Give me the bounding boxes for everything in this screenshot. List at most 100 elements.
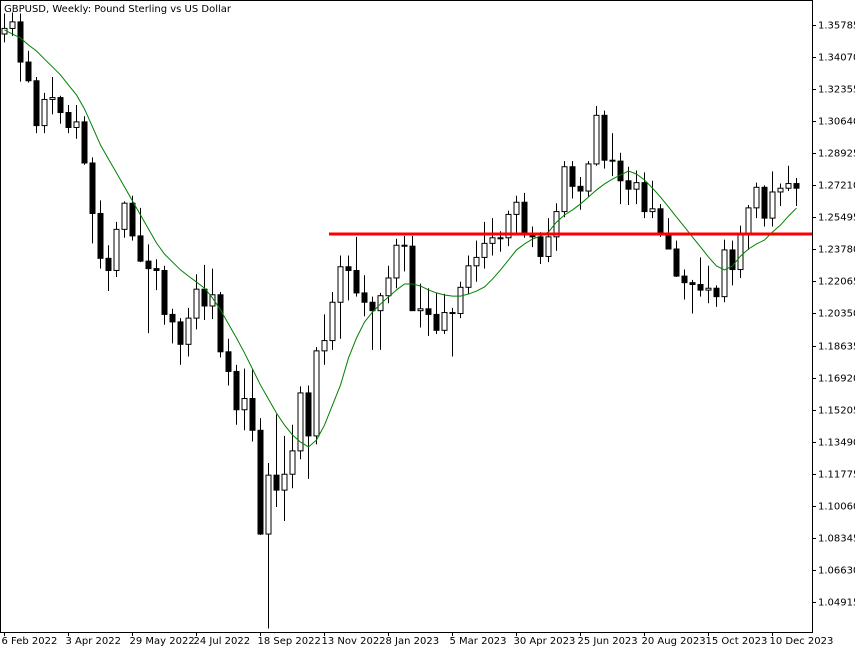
candle-body xyxy=(289,450,296,475)
y-tick-label: 1.13490 xyxy=(818,438,855,449)
candle-body xyxy=(561,166,568,213)
candle-body xyxy=(649,208,656,213)
candle-body xyxy=(697,284,704,291)
candle-body xyxy=(409,245,416,312)
candle-body xyxy=(497,237,504,240)
x-tick-label: 29 May 2022 xyxy=(130,636,195,647)
candle-body xyxy=(97,212,104,259)
candle-body xyxy=(481,242,488,258)
candle-body xyxy=(553,211,560,238)
candle-body xyxy=(209,294,216,307)
y-tick-label: 1.18635 xyxy=(818,342,855,353)
candle-body xyxy=(433,313,440,331)
candle-body xyxy=(537,236,544,257)
candle-body xyxy=(441,312,448,331)
x-tick-label: 18 Sep 2022 xyxy=(258,636,321,647)
candle-body xyxy=(345,266,352,271)
candle-body xyxy=(417,308,424,312)
x-tick-label: 25 Jun 2023 xyxy=(578,636,638,647)
candle-body xyxy=(617,160,624,182)
x-tick-label: 30 Apr 2023 xyxy=(514,636,576,647)
candle-body xyxy=(25,61,32,82)
y-tick-label: 1.04915 xyxy=(818,598,855,609)
candle-body xyxy=(641,182,648,213)
candle-body xyxy=(753,186,760,209)
candle-body xyxy=(601,114,608,161)
candle-body xyxy=(257,429,264,535)
candle-body xyxy=(41,98,48,127)
y-tick-label: 1.10060 xyxy=(818,502,855,513)
candle-body xyxy=(337,266,344,303)
candle-body xyxy=(593,114,600,165)
candle-body xyxy=(513,201,520,215)
y-tick-label: 1.30640 xyxy=(818,117,855,128)
candle-body xyxy=(153,268,160,271)
candle-body xyxy=(265,474,272,535)
y-tick-label: 1.20350 xyxy=(818,309,855,320)
candle-body xyxy=(577,185,584,192)
candle-body xyxy=(745,207,752,235)
candle-body xyxy=(49,97,56,100)
candle-body xyxy=(33,80,40,127)
candle-body xyxy=(609,159,616,162)
candle-body xyxy=(465,265,472,288)
candle-body xyxy=(729,249,736,271)
candle-body xyxy=(761,186,768,219)
candle-body xyxy=(689,282,696,286)
candle-body xyxy=(73,121,80,128)
candle-body xyxy=(713,287,720,298)
candle-body xyxy=(57,97,64,114)
x-tick-label: 15 Oct 2023 xyxy=(706,636,768,647)
candle-body xyxy=(81,121,88,164)
candle-body xyxy=(585,163,592,192)
y-tick-label: 1.08345 xyxy=(818,534,855,545)
candle-body xyxy=(113,228,120,271)
candle-body xyxy=(17,21,24,63)
candle-body xyxy=(249,398,256,431)
candle-body xyxy=(393,244,400,279)
candle-body xyxy=(401,244,408,247)
y-tick-label: 1.27210 xyxy=(818,181,855,192)
x-tick-label: 8 Jan 2023 xyxy=(386,636,440,647)
candle-body xyxy=(169,313,176,323)
candle-body xyxy=(449,312,456,315)
candle-body xyxy=(129,202,136,237)
candle-body xyxy=(305,392,312,437)
moving-average-line xyxy=(4,29,797,448)
candle-body xyxy=(273,474,280,491)
y-tick-label: 1.22065 xyxy=(818,277,855,288)
candle-body xyxy=(369,301,376,312)
candle-body xyxy=(473,256,480,267)
x-tick-label: 6 Feb 2022 xyxy=(2,636,58,647)
candle-body xyxy=(777,187,784,193)
candle-body xyxy=(161,269,168,315)
candle-body xyxy=(137,235,144,262)
y-tick-label: 1.28925 xyxy=(818,149,855,160)
candle-body xyxy=(377,295,384,312)
candle-body xyxy=(705,287,712,291)
candle-body xyxy=(313,350,320,437)
x-tick-label: 5 Mar 2023 xyxy=(450,636,507,647)
candle-body xyxy=(681,275,688,284)
candle-body xyxy=(217,294,224,353)
candle-body xyxy=(329,301,336,342)
candle-body xyxy=(361,292,368,303)
candle-body xyxy=(793,183,800,189)
chart-title: GBPUSD, Weekly: Pound Sterling vs US Dol… xyxy=(4,4,232,15)
plot-frame xyxy=(0,0,813,633)
candle-body xyxy=(89,162,96,214)
candle-body xyxy=(105,257,112,271)
y-tick-label: 1.34070 xyxy=(818,53,855,64)
candle-body xyxy=(737,233,744,271)
x-tick-label: 20 Aug 2023 xyxy=(642,636,706,647)
candle-body xyxy=(145,260,152,270)
candle-body xyxy=(633,182,640,190)
candle-body xyxy=(569,166,576,187)
y-tick-label: 1.15205 xyxy=(818,406,855,417)
candle-body xyxy=(233,370,240,411)
y-tick-label: 1.16920 xyxy=(818,374,855,385)
candle-body xyxy=(201,288,208,307)
y-tick-label: 1.06630 xyxy=(818,566,855,577)
y-tick-label: 1.32355 xyxy=(818,85,855,96)
